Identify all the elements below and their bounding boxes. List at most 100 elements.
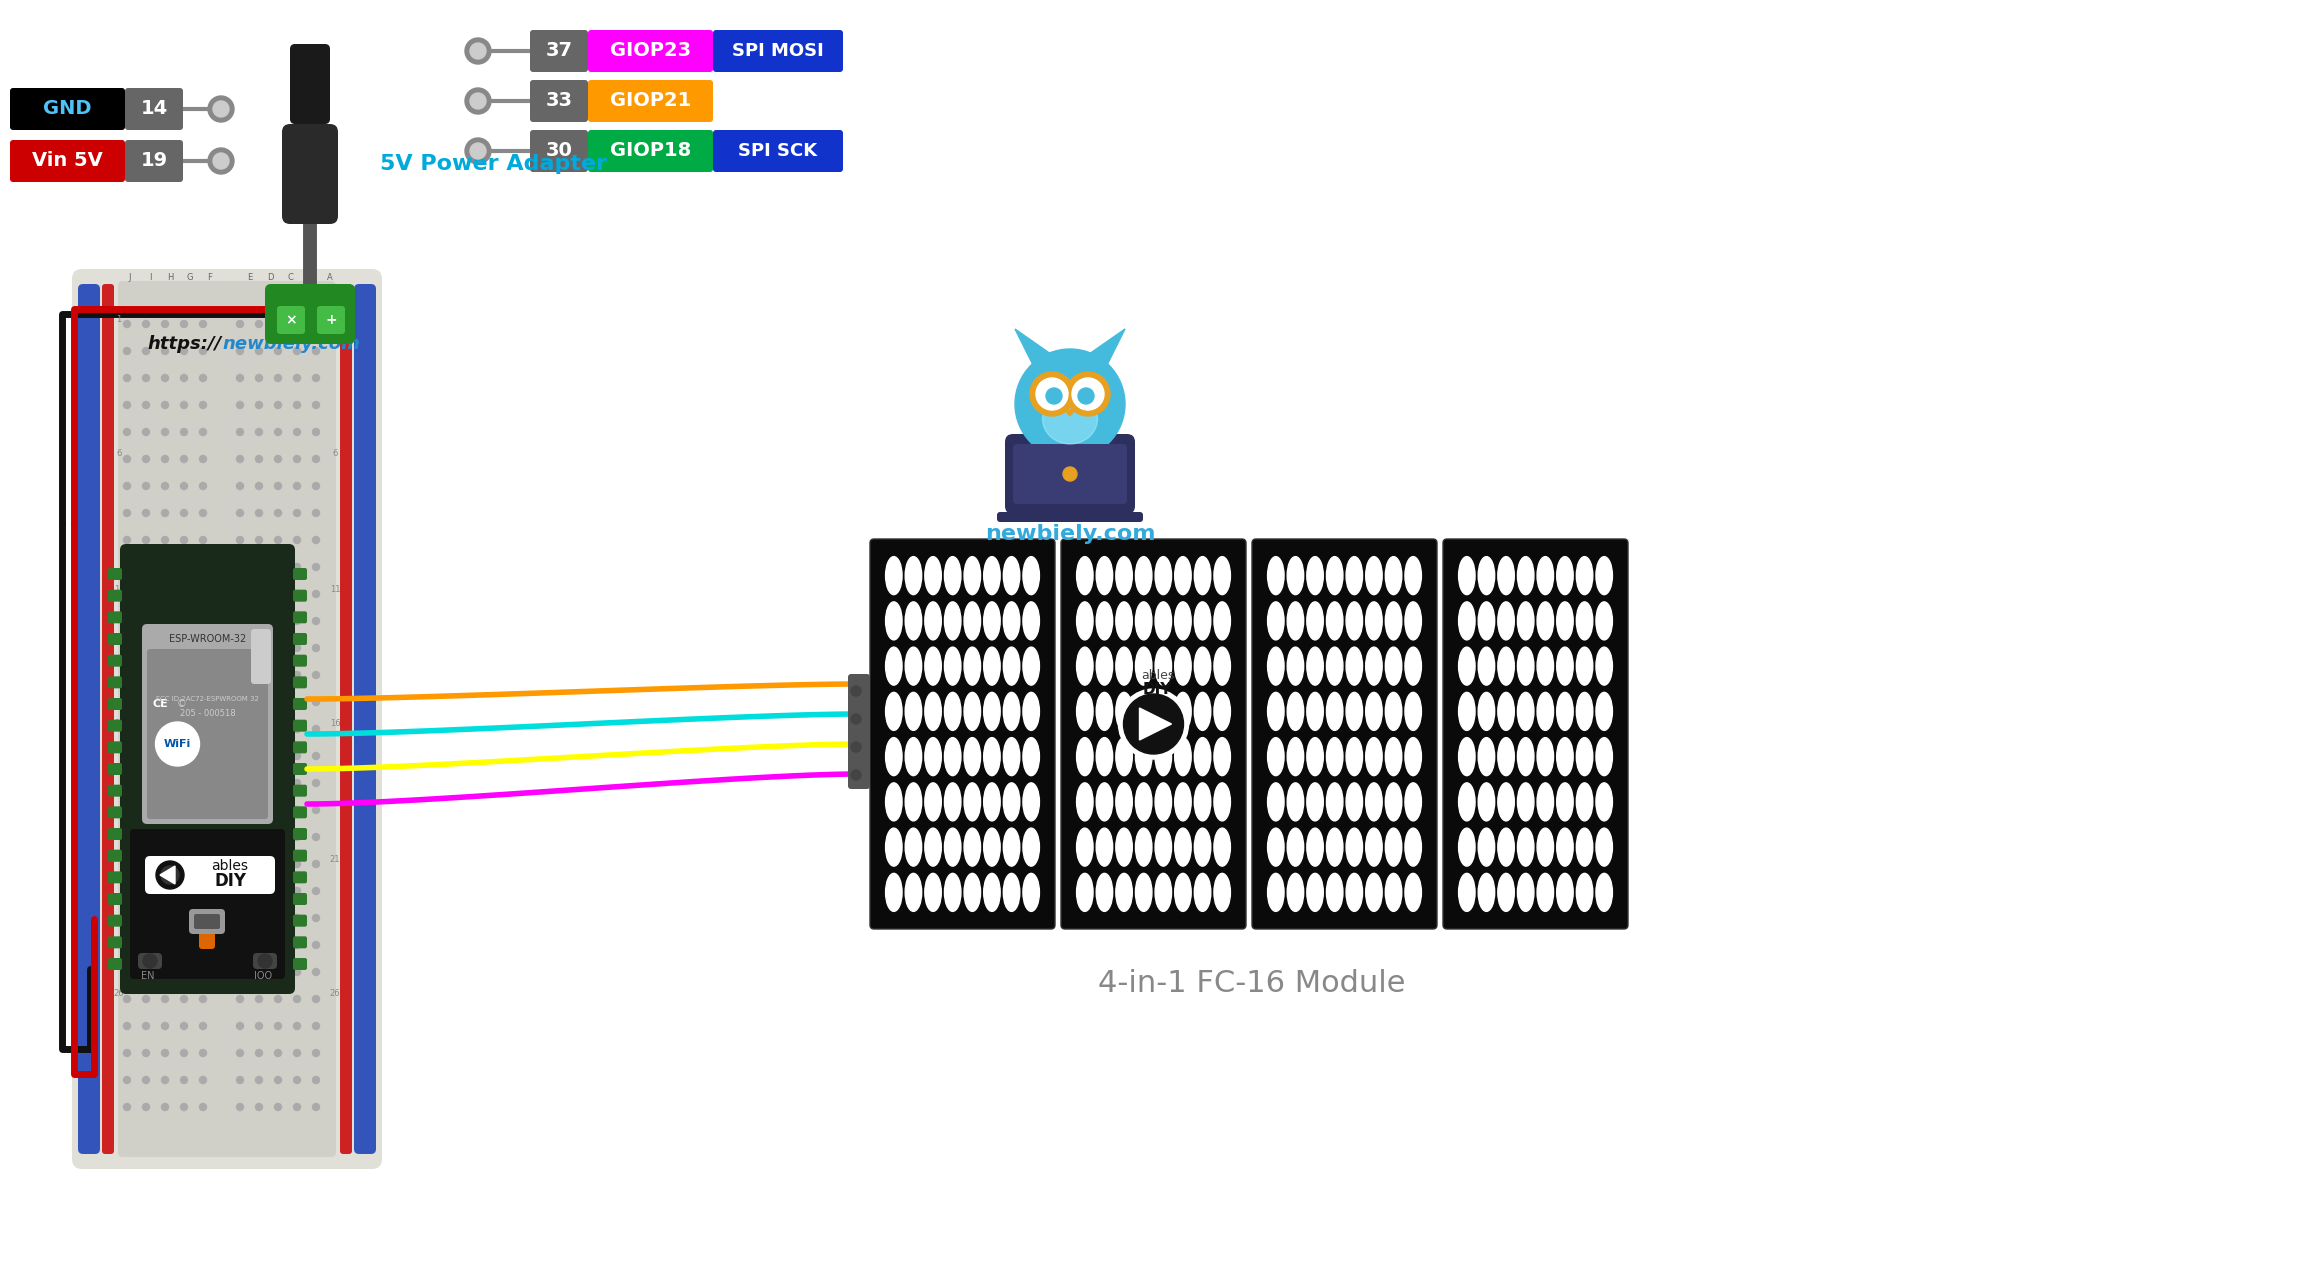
Circle shape [142, 941, 149, 949]
Circle shape [255, 591, 262, 597]
Circle shape [200, 645, 207, 651]
Ellipse shape [1576, 873, 1592, 912]
Circle shape [313, 564, 320, 570]
Ellipse shape [984, 783, 1000, 820]
Circle shape [237, 672, 244, 678]
Ellipse shape [1557, 692, 1574, 731]
Circle shape [200, 321, 207, 327]
Ellipse shape [1478, 873, 1495, 912]
Circle shape [292, 1076, 299, 1084]
Circle shape [1063, 467, 1077, 482]
Circle shape [313, 456, 320, 462]
Polygon shape [1065, 410, 1075, 416]
Ellipse shape [1537, 873, 1553, 912]
Circle shape [181, 510, 188, 516]
Circle shape [123, 1103, 130, 1111]
Circle shape [237, 725, 244, 732]
Ellipse shape [1386, 783, 1402, 820]
Circle shape [162, 672, 169, 678]
Text: G: G [186, 272, 193, 281]
Circle shape [313, 833, 320, 841]
Circle shape [313, 941, 320, 949]
Circle shape [181, 1076, 188, 1084]
Circle shape [292, 618, 299, 624]
Ellipse shape [1096, 557, 1112, 594]
Circle shape [162, 833, 169, 841]
Circle shape [200, 402, 207, 408]
Text: DIY: DIY [214, 872, 246, 890]
Ellipse shape [1077, 737, 1093, 776]
Ellipse shape [1024, 873, 1040, 912]
Ellipse shape [1116, 557, 1133, 594]
Ellipse shape [1386, 557, 1402, 594]
Circle shape [313, 348, 320, 354]
Circle shape [292, 1022, 299, 1030]
Ellipse shape [1288, 557, 1304, 594]
Circle shape [162, 429, 169, 435]
Ellipse shape [905, 783, 921, 820]
Ellipse shape [1077, 602, 1093, 639]
Circle shape [237, 860, 244, 868]
FancyBboxPatch shape [292, 611, 306, 623]
Circle shape [237, 645, 244, 651]
Ellipse shape [1174, 783, 1191, 820]
Circle shape [237, 564, 244, 570]
Circle shape [200, 806, 207, 814]
FancyBboxPatch shape [292, 872, 306, 883]
Circle shape [181, 887, 188, 895]
Ellipse shape [984, 873, 1000, 912]
Text: 30: 30 [545, 141, 573, 160]
Text: GIOP18: GIOP18 [610, 141, 692, 160]
Ellipse shape [1518, 647, 1534, 686]
Ellipse shape [1195, 557, 1212, 594]
Ellipse shape [1288, 873, 1304, 912]
Ellipse shape [1537, 737, 1553, 776]
Circle shape [1119, 690, 1188, 759]
Circle shape [123, 348, 130, 354]
Circle shape [123, 591, 130, 597]
Ellipse shape [984, 737, 1000, 776]
Circle shape [162, 537, 169, 543]
Circle shape [181, 429, 188, 435]
Ellipse shape [1156, 602, 1172, 639]
Ellipse shape [1346, 783, 1362, 820]
Circle shape [274, 995, 281, 1003]
Text: 16: 16 [330, 719, 341, 728]
FancyBboxPatch shape [292, 698, 306, 710]
Ellipse shape [1003, 873, 1019, 912]
Circle shape [142, 1049, 149, 1057]
Ellipse shape [1214, 557, 1230, 594]
Ellipse shape [1458, 557, 1476, 594]
Ellipse shape [945, 783, 961, 820]
Text: 1: 1 [332, 315, 337, 324]
Circle shape [200, 618, 207, 624]
Ellipse shape [1325, 557, 1344, 594]
Ellipse shape [1518, 873, 1534, 912]
Circle shape [200, 833, 207, 841]
Ellipse shape [1174, 692, 1191, 731]
Ellipse shape [1537, 783, 1553, 820]
Text: https://: https:// [149, 335, 223, 353]
Circle shape [200, 1022, 207, 1030]
Circle shape [255, 1022, 262, 1030]
Circle shape [255, 779, 262, 787]
Circle shape [200, 941, 207, 949]
Ellipse shape [1404, 737, 1420, 776]
Ellipse shape [1024, 828, 1040, 867]
Ellipse shape [945, 873, 961, 912]
Ellipse shape [1518, 737, 1534, 776]
Ellipse shape [1135, 692, 1151, 731]
Circle shape [142, 618, 149, 624]
Ellipse shape [1307, 602, 1323, 639]
Circle shape [292, 752, 299, 760]
FancyBboxPatch shape [109, 633, 123, 645]
Ellipse shape [1077, 557, 1093, 594]
Ellipse shape [1557, 647, 1574, 686]
Circle shape [162, 725, 169, 732]
Circle shape [142, 510, 149, 516]
Circle shape [292, 887, 299, 895]
Ellipse shape [1597, 692, 1613, 731]
Ellipse shape [963, 828, 979, 867]
Circle shape [181, 1049, 188, 1057]
Circle shape [142, 591, 149, 597]
